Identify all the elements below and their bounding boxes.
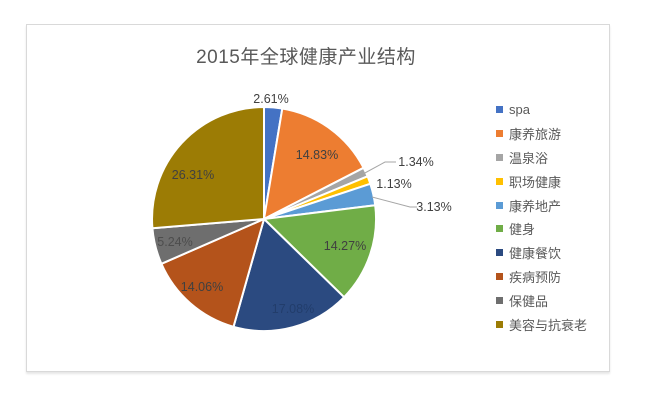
- legend-label: spa: [509, 102, 530, 118]
- data-label: 5.24%: [157, 235, 192, 249]
- pie-slice: [160, 218, 265, 328]
- data-label: 3.13%: [416, 200, 451, 214]
- legend-swatch: [496, 320, 503, 328]
- chart-title: 2015年全球健康产业结构: [196, 47, 416, 68]
- legend-item: 温泉浴: [496, 146, 587, 170]
- legend: spa 康养旅游温泉浴职场健康康养地产健身健康餐饮疾病预防保健品美容与抗衰老: [496, 98, 587, 336]
- chart-card: 2015年全球健康产业结构 2.61% 14.83% 1.34% 1.13% 3.13%…: [26, 24, 610, 372]
- legend-item: 保健品: [496, 288, 587, 312]
- pie-chart: 2.61% 14.83% 1.34% 1.13% 3.13% 14.27% 17.08% 14…: [151, 92, 452, 332]
- legend-swatch: [496, 296, 503, 304]
- pie-slice: [232, 218, 346, 332]
- legend-label: 康养旅游: [509, 127, 562, 143]
- legend-swatch: [496, 106, 503, 114]
- legend-label: 保健品: [509, 293, 549, 309]
- legend-swatch: [496, 249, 503, 257]
- legend-item: spa: [496, 98, 587, 122]
- legend-label: 温泉浴: [509, 150, 549, 166]
- legend-item: 康养地产: [496, 193, 587, 217]
- legend-label: 美容与抗衰老: [509, 317, 588, 333]
- legend-item: 美容与抗衰老: [496, 312, 587, 336]
- legend-label: 健康餐饮: [509, 246, 562, 262]
- legend-item: 健康餐饮: [496, 241, 587, 265]
- legend-label: 康养地产: [509, 198, 562, 214]
- legend-swatch: [496, 177, 503, 185]
- leader-line: [371, 196, 417, 208]
- legend-label: 健身: [509, 222, 536, 238]
- legend-label: 疾病预防: [509, 269, 562, 285]
- legend-swatch: [496, 153, 503, 161]
- data-label: 1.13%: [376, 177, 411, 191]
- leader-line: [362, 161, 396, 175]
- legend-item: 健身: [496, 217, 587, 241]
- data-label: 17.08%: [272, 302, 314, 316]
- data-label: 2.61%: [253, 92, 288, 106]
- data-label: 1.34%: [398, 155, 433, 169]
- legend-label: 职场健康: [509, 174, 562, 190]
- data-label: 14.06%: [181, 280, 223, 294]
- data-label: 26.31%: [172, 168, 214, 182]
- legend-swatch: [496, 201, 503, 209]
- data-label: 14.27%: [324, 239, 366, 253]
- legend-swatch: [496, 272, 503, 280]
- legend-swatch: [496, 225, 503, 233]
- legend-item: 职场健康: [496, 169, 587, 193]
- legend-item: 疾病预防: [496, 265, 587, 289]
- legend-item: 康养旅游: [496, 122, 587, 146]
- pie-slice: [263, 204, 377, 299]
- pie-slice: [151, 106, 265, 230]
- pie-slice: [263, 107, 365, 220]
- data-label: 14.83%: [296, 148, 338, 162]
- legend-swatch: [496, 130, 503, 138]
